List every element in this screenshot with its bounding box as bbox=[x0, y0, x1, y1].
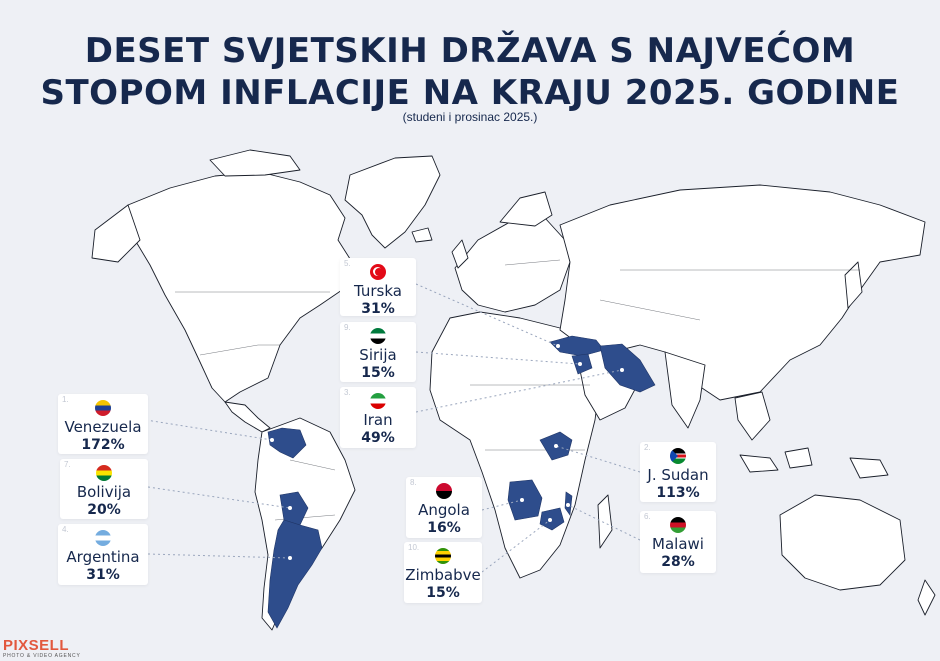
scandinavia bbox=[499, 191, 553, 227]
inflation-value: 31% bbox=[86, 567, 120, 583]
india bbox=[664, 351, 706, 429]
rank-label: 8. bbox=[410, 478, 417, 487]
bolivia-shape bbox=[279, 491, 309, 526]
country-name: Bolivija bbox=[76, 483, 132, 501]
rank-label: 9. bbox=[344, 323, 351, 332]
connector-malawi bbox=[567, 504, 641, 541]
inflation-value: 15% bbox=[361, 365, 395, 381]
country-name: Argentina bbox=[66, 548, 140, 566]
country-name: Iran bbox=[363, 411, 393, 429]
card-syria: 9. Sirija 15% bbox=[340, 322, 416, 382]
australia bbox=[779, 494, 906, 591]
venezuela-shape bbox=[267, 427, 307, 459]
title-line-2: STOPOM INFLACIJE NA KRAJU 2025. GODINE bbox=[40, 73, 900, 113]
iran-flag-icon bbox=[370, 393, 386, 409]
arctic-islands bbox=[209, 149, 301, 177]
iceland bbox=[411, 227, 433, 243]
uk bbox=[451, 239, 469, 269]
connector-argentina bbox=[147, 553, 291, 559]
inflation-value: 49% bbox=[361, 430, 395, 446]
map-title: DESET SVJETSKIH DRŽAVA S NAJVEĆOM STOPOM… bbox=[0, 30, 940, 114]
south-sudan-flag-icon bbox=[670, 448, 686, 464]
connector-venezuela bbox=[145, 419, 273, 441]
inflation-value: 28% bbox=[661, 554, 695, 570]
europe bbox=[454, 217, 571, 313]
connector-turkey bbox=[415, 283, 559, 347]
inflation-value: 172% bbox=[81, 437, 125, 453]
malawi-flag-icon bbox=[670, 517, 686, 533]
country-name: Turska bbox=[354, 282, 402, 300]
card-argentina: 4. Argentina 31% bbox=[58, 524, 148, 585]
new-zealand bbox=[917, 579, 936, 616]
rank-label: 3. bbox=[344, 388, 351, 397]
country-name: Zimbabve bbox=[405, 566, 481, 584]
angola-flag-icon bbox=[436, 483, 452, 499]
japan bbox=[844, 261, 863, 309]
inflation-value: 15% bbox=[426, 585, 460, 601]
inflation-value: 20% bbox=[87, 502, 121, 518]
greenland bbox=[344, 155, 441, 249]
central-america bbox=[224, 401, 271, 433]
card-bolivia: 7. Bolivija 20% bbox=[60, 459, 148, 519]
card-malawi: 6. Malawi 28% bbox=[640, 511, 716, 573]
card-iran: 3. Iran 49% bbox=[340, 387, 416, 448]
country-name: Angola bbox=[418, 501, 470, 519]
card-south-sudan: 2. J. Sudan 113% bbox=[640, 442, 716, 502]
connector-zimbabwe bbox=[481, 519, 551, 573]
zimbabwe-flag-icon bbox=[435, 548, 451, 564]
inflation-value: 16% bbox=[427, 520, 461, 536]
map-subtitle: (studeni i prosinac 2025.) bbox=[402, 110, 538, 124]
angola-shape bbox=[507, 479, 543, 521]
alaska bbox=[91, 204, 141, 263]
card-venezuela: 1. Venezuela 172% bbox=[58, 394, 148, 454]
argentina-shape bbox=[267, 519, 323, 629]
title-line-1: DESET SVJETSKIH DRŽAVA S NAJVEĆOM bbox=[84, 31, 856, 71]
country-name: J. Sudan bbox=[647, 466, 709, 484]
iran-shape bbox=[599, 343, 656, 393]
country-name: Sirija bbox=[359, 346, 397, 364]
madagascar bbox=[597, 494, 613, 549]
venezuela-flag-icon bbox=[95, 400, 111, 416]
rank-label: 4. bbox=[62, 525, 69, 534]
new-guinea bbox=[849, 457, 889, 479]
logo-name: PIXSELL bbox=[3, 637, 70, 654]
indonesia-2 bbox=[784, 447, 813, 469]
connector-angola bbox=[481, 499, 523, 511]
inflation-value: 113% bbox=[656, 485, 700, 501]
card-angola: 8. Angola 16% bbox=[406, 477, 482, 538]
rank-label: 5. bbox=[344, 259, 351, 268]
rank-label: 2. bbox=[644, 443, 651, 452]
pixsell-logo: PIXSELL PHOTO & VIDEO AGENCY bbox=[3, 637, 81, 659]
bolivia-flag-icon bbox=[96, 465, 112, 481]
turkey-flag-icon bbox=[370, 264, 386, 280]
country-name: Malawi bbox=[652, 535, 704, 553]
southeast-asia bbox=[734, 391, 771, 441]
rank-label: 6. bbox=[644, 512, 651, 521]
indonesia-1 bbox=[739, 454, 779, 473]
country-name: Venezuela bbox=[64, 418, 142, 436]
connector-bolivia bbox=[147, 486, 291, 509]
inflation-value: 31% bbox=[361, 301, 395, 317]
zimbabwe-shape bbox=[539, 507, 565, 531]
connector-iran bbox=[415, 369, 623, 413]
north-america bbox=[127, 171, 353, 403]
rank-label: 1. bbox=[62, 395, 69, 404]
syria-flag-icon bbox=[370, 328, 386, 344]
card-turkey: 5. Turska 31% bbox=[340, 258, 416, 317]
logo-tagline: PHOTO & VIDEO AGENCY bbox=[3, 653, 81, 659]
card-zimbabwe: 10. Zimbabve 15% bbox=[404, 542, 482, 603]
rank-label: 10. bbox=[408, 543, 420, 552]
argentina-flag-icon bbox=[95, 530, 111, 546]
rank-label: 7. bbox=[64, 460, 71, 469]
